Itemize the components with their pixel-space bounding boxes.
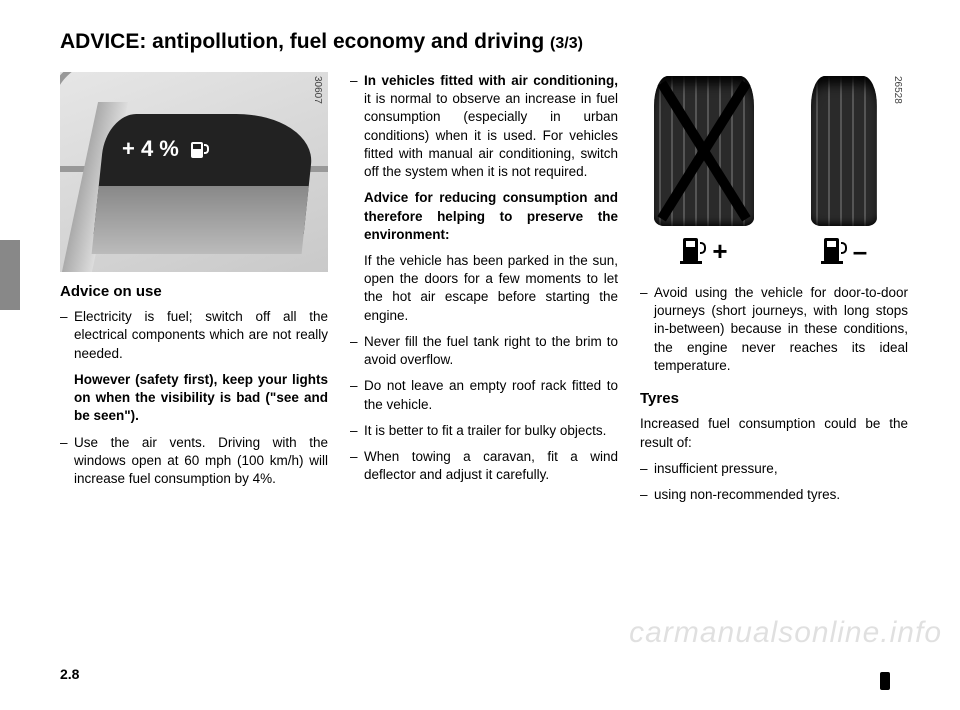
watermark: carmanualsonline.info xyxy=(629,616,942,650)
content-columns: 30607 + 4 % Advice on use – Electricity … xyxy=(60,72,910,512)
figure-tyres: 26528 + – xyxy=(640,72,908,272)
section-tab xyxy=(0,240,20,310)
page-title: ADVICE: antipollution, fuel economy and … xyxy=(60,30,910,54)
column-3: 26528 + – xyxy=(640,72,908,512)
column-1: 30607 + 4 % Advice on use – Electricity … xyxy=(60,72,328,512)
pump-plus: + xyxy=(649,232,759,264)
body-text: Never fill the fuel tank right to the br… xyxy=(364,333,618,369)
body-text: insufficient pressure, xyxy=(654,460,908,478)
car-window xyxy=(94,114,317,234)
list-item: – insufficient pressure, xyxy=(640,460,908,478)
title-sub: (3/3) xyxy=(550,35,583,52)
safety-note: However (safety first), keep your lights… xyxy=(74,371,328,426)
label-text: + 4 % xyxy=(122,134,179,164)
tyre-wide-block: + xyxy=(649,76,759,272)
tyre-wide xyxy=(654,76,754,226)
consumption-label: + 4 % xyxy=(122,134,209,164)
title-main: ADVICE: antipollution, fuel economy and … xyxy=(60,30,550,53)
body-text: it is normal to observe an increase in f… xyxy=(364,91,618,179)
body-text: Avoid using the vehicle for door-to-door… xyxy=(654,284,908,375)
fuel-pump-icon xyxy=(189,138,209,160)
pump-minus: – xyxy=(789,232,899,264)
body-text: When towing a caravan, fit a wind deflec… xyxy=(364,448,618,484)
advice-subheading: Advice for reducing consumption and ther… xyxy=(364,189,618,244)
body-text: Do not leave an empty roof rack fitted t… xyxy=(364,377,618,413)
minus-icon: – xyxy=(853,238,867,264)
lead-bold: In vehicles fitted with air condi­tionin… xyxy=(364,73,618,88)
list-item: – using non-recommended tyres. xyxy=(640,486,908,504)
fuel-pump-icon xyxy=(680,232,706,264)
fuel-pump-icon xyxy=(821,232,847,264)
body-text: It is better to fit a trailer for bulky … xyxy=(364,422,618,440)
list-item: – Never fill the fuel tank right to the … xyxy=(350,333,618,369)
list-item: – Avoid using the vehicle for door-to-do… xyxy=(640,284,908,375)
tyre-narrow xyxy=(811,76,877,226)
list-item: – In vehicles fitted with air condi­tion… xyxy=(350,72,618,181)
body-text: using non-recommended tyres. xyxy=(654,486,908,504)
advice-on-use-heading: Advice on use xyxy=(60,282,328,302)
tyres-heading: Tyres xyxy=(640,389,908,409)
body-text: If the vehicle has been parked in the su… xyxy=(364,252,618,325)
body-text: Electricity is fuel; switch off all the … xyxy=(74,309,328,360)
list-item: – Use the air vents. Driving with the wi… xyxy=(60,434,328,489)
body-text: Use the air vents. Driving with the wind… xyxy=(74,434,328,489)
list-item: – Electricity is fuel; switch off all th… xyxy=(60,308,328,363)
list-item: – It is better to fit a trailer for bulk… xyxy=(350,422,618,440)
print-mark xyxy=(880,672,890,690)
manual-page: ADVICE: antipollution, fuel economy and … xyxy=(0,0,960,710)
body-text: Increased fuel consumption could be the … xyxy=(640,415,908,451)
tyre-narrow-block: – xyxy=(789,76,899,272)
figure-window-open: 30607 + 4 % xyxy=(60,72,328,272)
list-item: – When towing a caravan, fit a wind defl… xyxy=(350,448,618,484)
page-number: 2.8 xyxy=(60,666,79,682)
plus-icon: + xyxy=(712,238,727,264)
list-item: – Do not leave an empty roof rack fitted… xyxy=(350,377,618,413)
column-2: – In vehicles fitted with air condi­tion… xyxy=(350,72,618,512)
